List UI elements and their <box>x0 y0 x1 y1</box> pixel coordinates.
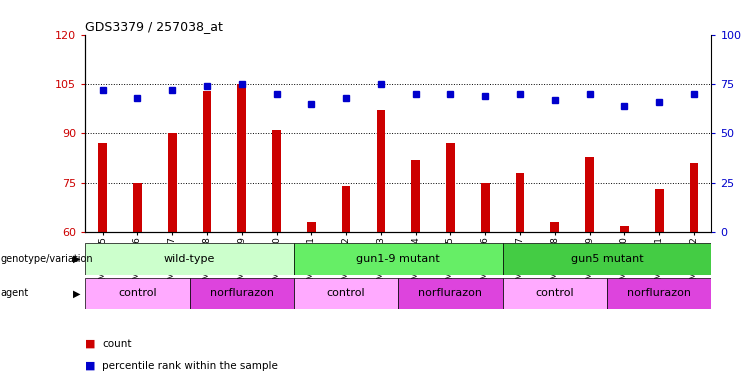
Bar <box>411 160 420 232</box>
Text: norflurazon: norflurazon <box>210 288 273 298</box>
Text: ▶: ▶ <box>73 288 80 298</box>
Bar <box>376 110 385 232</box>
Text: control: control <box>327 288 365 298</box>
Bar <box>294 243 502 275</box>
Bar <box>607 278 711 309</box>
Text: ▶: ▶ <box>73 254 80 264</box>
Bar <box>585 157 594 232</box>
Bar <box>294 278 398 309</box>
Text: norflurazon: norflurazon <box>627 288 691 298</box>
Bar <box>190 278 294 309</box>
Bar <box>85 278 190 309</box>
Text: count: count <box>102 339 132 349</box>
Text: ■: ■ <box>85 339 96 349</box>
Text: wild-type: wild-type <box>164 254 215 264</box>
Bar <box>690 163 698 232</box>
Text: gun5 mutant: gun5 mutant <box>571 254 643 264</box>
Bar <box>99 143 107 232</box>
Text: GDS3379 / 257038_at: GDS3379 / 257038_at <box>85 20 223 33</box>
Text: genotype/variation: genotype/variation <box>1 254 93 264</box>
Bar <box>502 243 711 275</box>
Bar <box>655 189 663 232</box>
Text: ■: ■ <box>85 361 96 371</box>
Bar <box>342 186 350 232</box>
Bar <box>551 222 559 232</box>
Text: gun1-9 mutant: gun1-9 mutant <box>356 254 440 264</box>
Bar <box>399 278 502 309</box>
Bar <box>307 222 316 232</box>
Text: control: control <box>118 288 156 298</box>
Text: agent: agent <box>1 288 29 298</box>
Bar <box>516 173 525 232</box>
Text: percentile rank within the sample: percentile rank within the sample <box>102 361 278 371</box>
Text: norflurazon: norflurazon <box>419 288 482 298</box>
Bar <box>202 91 211 232</box>
Bar <box>481 183 490 232</box>
Bar <box>502 278 607 309</box>
Bar <box>167 134 176 232</box>
Bar <box>620 226 629 232</box>
Bar <box>133 183 142 232</box>
Bar <box>237 84 246 232</box>
Bar <box>85 243 294 275</box>
Bar <box>446 143 455 232</box>
Bar <box>272 130 281 232</box>
Text: control: control <box>536 288 574 298</box>
